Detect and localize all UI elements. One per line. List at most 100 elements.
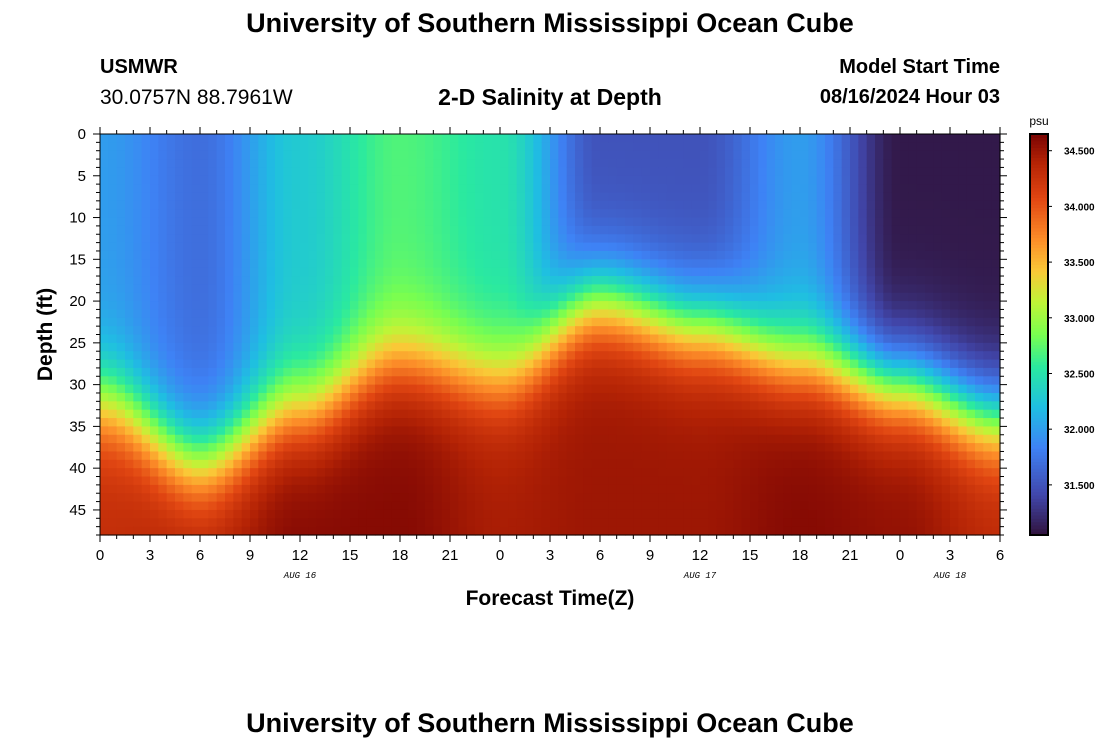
heatmap-cell (666, 359, 676, 369)
heatmap-cell (858, 493, 868, 503)
heatmap-cell (133, 175, 143, 185)
heatmap-cell (641, 250, 651, 260)
heatmap-cell (466, 367, 476, 377)
heatmap-cell (475, 184, 484, 194)
heatmap-cell (375, 175, 384, 185)
heatmap-cell (941, 359, 951, 369)
heatmap-cell (783, 292, 793, 302)
heatmap-cell (325, 142, 334, 152)
heatmap-cell (816, 209, 826, 219)
heatmap-cell (200, 459, 209, 469)
heatmap-cell (525, 234, 534, 244)
heatmap-cell (500, 518, 509, 528)
heatmap-cell (441, 476, 451, 486)
heatmap-cell (891, 367, 901, 377)
heatmap-cell (408, 142, 418, 152)
heatmap-cell (758, 501, 768, 511)
heatmap-cell (141, 434, 151, 444)
heatmap-cell (700, 342, 709, 352)
heatmap-cell (875, 509, 884, 519)
heatmap-cell (816, 284, 826, 294)
heatmap-cell (325, 426, 334, 436)
heatmap-cell (766, 392, 776, 402)
heatmap-cell (416, 134, 426, 143)
heatmap-cell (333, 150, 343, 160)
heatmap-cell (291, 276, 301, 285)
heatmap-cell (741, 451, 751, 461)
heatmap-cell (566, 150, 576, 160)
heatmap-cell (466, 401, 476, 411)
heatmap-cell (916, 142, 926, 152)
heatmap-cell (625, 459, 634, 469)
heatmap-cell (125, 451, 134, 461)
heatmap-cell (291, 401, 301, 411)
heatmap-cell (416, 359, 426, 369)
heatmap-cell (708, 259, 718, 269)
heatmap-cell (866, 501, 876, 511)
heatmap-cell (375, 459, 384, 469)
heatmap-cell (441, 150, 451, 160)
heatmap-cell (525, 134, 534, 143)
heatmap-cell (233, 418, 243, 427)
heatmap-cell (591, 367, 601, 377)
heatmap-cell (108, 518, 118, 528)
heatmap-cell (416, 234, 426, 244)
heatmap-cell (950, 259, 959, 269)
heatmap-cell (958, 150, 968, 160)
heatmap-cell (375, 384, 384, 394)
heatmap-cell (291, 359, 301, 369)
heatmap-cell (775, 317, 784, 327)
heatmap-cell (416, 192, 426, 202)
heatmap-cell (341, 250, 351, 260)
heatmap-cell (591, 509, 601, 519)
heatmap-cell (566, 434, 576, 444)
heatmap-cell (633, 392, 643, 402)
heatmap-cell (925, 493, 934, 503)
heatmap-cell (950, 292, 959, 302)
heatmap-cell (583, 476, 593, 486)
heatmap-cell (183, 150, 193, 160)
heatmap-cell (408, 301, 418, 311)
heatmap-cell (916, 150, 926, 160)
heatmap-cell (200, 451, 209, 461)
heatmap-cell (608, 309, 618, 319)
heatmap-cell (583, 326, 593, 336)
heatmap-cell (758, 418, 768, 427)
heatmap-cell (541, 159, 551, 169)
heatmap-cell (833, 459, 843, 469)
heatmap-cell (425, 209, 434, 219)
heatmap-cell (600, 192, 609, 202)
heatmap-cell (400, 276, 409, 285)
heatmap-cell (408, 192, 418, 202)
heatmap-cell (141, 384, 151, 394)
heatmap-cell (400, 142, 409, 152)
heatmap-cell (391, 376, 401, 386)
heatmap-cell (750, 159, 759, 169)
heatmap-cell (241, 217, 251, 227)
heatmap-cell (400, 476, 409, 486)
heatmap-cell (825, 142, 834, 152)
heatmap-cell (766, 459, 776, 469)
heatmap-cell (366, 175, 376, 185)
heatmap-cell (141, 493, 151, 503)
heatmap-cell (316, 392, 326, 402)
heatmap-cell (183, 200, 193, 210)
heatmap-cell (133, 225, 143, 235)
heatmap-cell (916, 234, 926, 244)
heatmap-cell (708, 451, 718, 461)
heatmap-cell (741, 326, 751, 336)
heatmap-cell (791, 167, 801, 177)
heatmap-cell (225, 342, 234, 352)
heatmap-cell (525, 292, 534, 302)
heatmap-cell (916, 426, 926, 436)
heatmap-cell (383, 509, 393, 519)
heatmap-cell (683, 309, 693, 319)
heatmap-cell (250, 309, 259, 319)
heatmap-cell (108, 501, 118, 511)
heatmap-cell (708, 426, 718, 436)
heatmap-cell (341, 167, 351, 177)
heatmap-cell (316, 334, 326, 344)
heatmap-cell (916, 301, 926, 311)
heatmap-cell (183, 451, 193, 461)
heatmap-cell (291, 392, 301, 402)
